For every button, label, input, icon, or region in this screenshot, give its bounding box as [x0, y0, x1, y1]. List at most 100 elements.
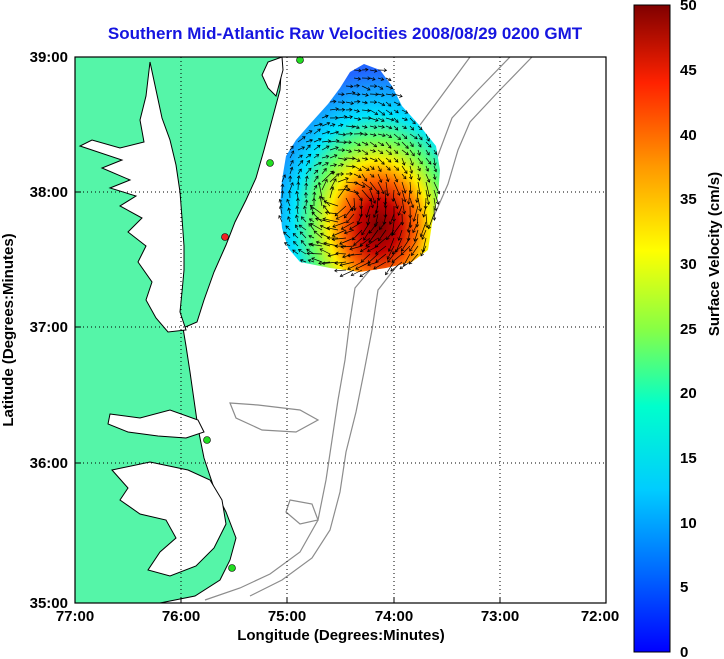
velocity-arrowhead	[351, 124, 355, 129]
velocity-arrowhead	[383, 201, 388, 206]
velocity-arrow	[398, 205, 403, 216]
velocity-arrow	[433, 165, 437, 172]
velocity-arrow	[306, 248, 315, 255]
velocity-arrow	[385, 173, 389, 182]
velocity-arrowhead	[335, 146, 339, 150]
velocity-arrowhead	[409, 248, 413, 252]
velocity-arrow	[369, 125, 377, 129]
velocity-arrowhead	[343, 157, 348, 162]
velocity-arrowhead	[433, 168, 438, 173]
velocity-arrowhead	[381, 102, 386, 107]
velocity-arrowhead	[325, 154, 330, 159]
velocity-arrowhead	[387, 167, 391, 171]
velocity-arrow	[387, 253, 395, 263]
velocity-arrowhead	[410, 162, 414, 166]
velocity-arrowhead	[310, 222, 314, 227]
velocity-arrow	[393, 109, 399, 114]
colorbar-tick-label: 50	[680, 0, 697, 14]
velocity-arrow	[393, 157, 399, 163]
velocity-arrow	[309, 205, 323, 215]
velocity-arrow	[353, 117, 361, 120]
velocity-arrow	[425, 157, 432, 165]
velocity-arrow	[387, 245, 395, 260]
velocity-arrowhead	[385, 178, 390, 183]
velocity-arrow	[389, 213, 395, 225]
velocity-arrowhead	[435, 201, 440, 205]
velocity-arrow	[339, 261, 355, 266]
velocity-arrowhead	[392, 231, 396, 236]
velocity-arrowhead	[366, 87, 371, 91]
velocity-arrow	[345, 165, 355, 168]
velocity-arrow	[369, 165, 375, 170]
velocity-arrow	[369, 197, 374, 208]
velocity-arrowhead	[359, 273, 363, 277]
velocity-arrow	[385, 181, 389, 196]
velocity-arrowhead	[399, 265, 404, 270]
velocity-arrowhead	[373, 133, 377, 137]
velocity-arrowhead	[294, 224, 299, 229]
velocity-arrowhead	[387, 145, 392, 149]
velocity-arrowhead	[325, 162, 329, 166]
velocity-arrowhead	[295, 205, 300, 209]
velocity-arrowhead	[278, 205, 283, 209]
velocity-arrow	[417, 133, 423, 140]
velocity-arrowhead	[364, 132, 368, 137]
velocity-arrow	[297, 154, 303, 159]
velocity-arrow	[412, 221, 419, 233]
velocity-arrow	[361, 125, 368, 128]
velocity-arrowhead	[412, 218, 417, 222]
velocity-arrow	[293, 241, 299, 247]
velocity-arrow	[393, 125, 399, 131]
velocity-arrow	[345, 92, 355, 95]
velocity-arrowhead	[347, 266, 351, 270]
velocity-arrowhead	[315, 240, 320, 245]
velocity-arrow	[401, 189, 406, 202]
velocity-arrow	[329, 154, 338, 159]
velocity-arrow	[398, 229, 403, 241]
velocity-arrowhead	[375, 118, 379, 122]
velocity-arrowhead	[417, 191, 422, 196]
velocity-arrowhead	[340, 245, 344, 249]
velocity-arrowhead	[359, 242, 364, 247]
velocity-arrow	[304, 206, 307, 215]
velocity-arrowhead	[280, 190, 285, 194]
velocity-arrowhead	[323, 167, 327, 172]
velocity-arrowhead	[357, 117, 362, 121]
pamlico-sound	[111, 461, 227, 577]
velocity-arrow	[401, 197, 405, 214]
velocity-arrowhead	[427, 144, 432, 148]
velocity-arrow	[393, 173, 398, 183]
velocity-arrowhead	[304, 175, 309, 180]
velocity-arrowhead	[399, 94, 403, 98]
velocity-arrow	[401, 141, 409, 149]
x-tick-label: 73:00	[481, 608, 519, 625]
velocity-arrowhead	[418, 126, 423, 131]
velocity-arrow	[329, 123, 336, 127]
velocity-arrowhead	[388, 151, 393, 155]
velocity-arrowhead	[341, 107, 346, 112]
velocity-arrow	[425, 189, 430, 205]
velocity-arrow	[420, 221, 427, 237]
velocity-arrow	[433, 149, 437, 155]
velocity-arrow	[417, 149, 421, 156]
velocity-arrow	[349, 221, 363, 230]
velocity-arrowhead	[364, 124, 368, 129]
velocity-arrowhead	[378, 168, 382, 173]
velocity-arrowhead	[352, 207, 357, 212]
velocity-arrow	[386, 229, 395, 240]
velocity-arrowhead	[372, 149, 377, 153]
chesapeake-bay	[78, 61, 187, 333]
velocity-arrowhead	[348, 140, 352, 145]
velocity-arrow	[337, 163, 344, 167]
velocity-arrowhead	[414, 135, 418, 140]
velocity-arrowhead	[287, 216, 291, 220]
velocity-arrowhead	[400, 248, 405, 252]
velocity-arrow	[305, 167, 312, 175]
velocity-arrowhead	[357, 76, 362, 81]
velocity-arrow	[318, 261, 331, 264]
velocity-arrowhead	[365, 214, 370, 218]
velocity-arrow	[337, 124, 343, 127]
velocity-arrowhead	[426, 179, 431, 183]
colorbar-tick-label: 25	[680, 321, 697, 338]
